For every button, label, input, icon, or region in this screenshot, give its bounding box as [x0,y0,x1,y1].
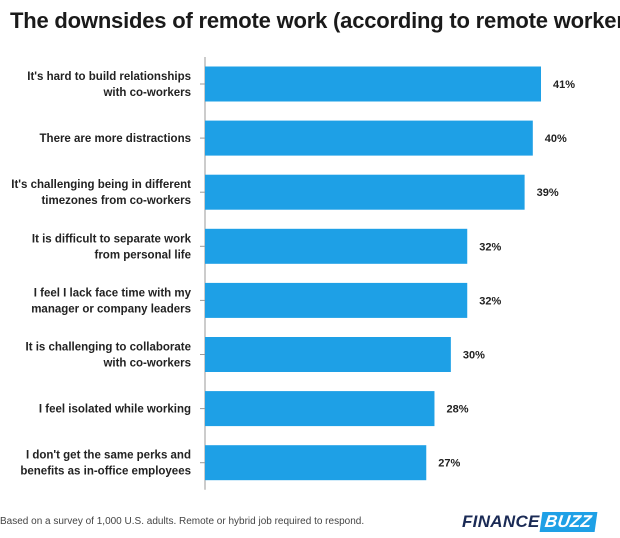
logo-text-buzz: BUZZ [539,512,597,532]
value-label: 32% [479,241,501,253]
bar [205,391,435,427]
category-label: I don't get the same perks and benefits a… [20,450,191,478]
category-label-line: It is difficult to separate work [32,233,192,245]
value-label: 40% [545,133,567,145]
logo-text-finance: FINANCE [462,512,540,531]
category-label-line: It is challenging to collaborate [26,342,192,354]
category-label: It's challenging being in different timez… [11,179,191,207]
category-label-line: I feel I lack face time with my [34,287,192,299]
bar [205,445,427,481]
category-label: It's hard to build relationships with co-… [27,71,191,99]
value-label: 32% [479,295,501,307]
bar [205,66,541,102]
bar [205,337,451,372]
category-label-line: from personal life [95,249,192,261]
bar [205,282,468,318]
category-label: It is challenging to collaborate with co-… [26,342,192,370]
bar [205,120,533,156]
category-label-line: with co-workers [102,87,191,99]
category-label-line: manager or company leaders [31,303,191,315]
category-label-line: It's hard to build relationships [27,71,191,83]
financebuzz-logo: FINANCE BUZZ [462,512,597,532]
value-label: 30% [463,350,485,362]
category-label: I feel I lack face time with my manager o… [31,287,191,315]
value-label: 41% [553,79,575,91]
bar [205,174,525,210]
value-label: 39% [537,187,559,199]
category-label: I feel isolated while working [39,404,191,416]
bar [205,228,468,264]
category-label-line: It's challenging being in different [11,179,191,191]
category-label: There are more distractions [40,133,191,145]
category-label: It is difficult to separate work from per… [32,233,192,261]
value-label: 28% [446,404,468,416]
category-label-line: timezones from co-workers [41,195,191,207]
category-label-line: with co-workers [102,358,191,370]
category-label-line: I feel isolated while working [39,404,191,416]
category-label-line: benefits as in-office employees [20,466,191,478]
category-label-line: I don't get the same perks and [26,450,191,462]
chart-title: The downsides of remote work (according … [10,8,620,33]
category-label-line: There are more distractions [40,133,191,145]
footnote: Based on a survey of 1,000 U.S. adults. … [0,516,365,527]
value-label: 27% [438,458,460,470]
